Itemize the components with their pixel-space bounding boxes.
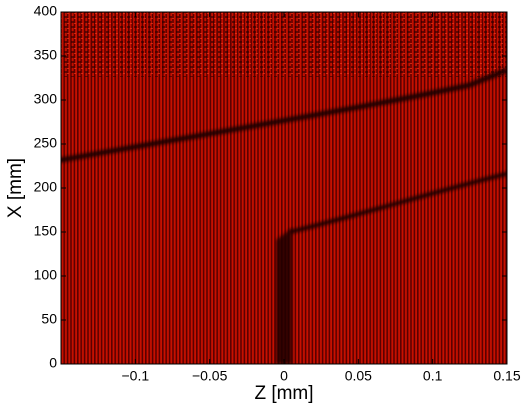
y-tick-label: 0 bbox=[49, 355, 57, 371]
x-tick-label: 0.05 bbox=[345, 368, 372, 384]
dark-front bbox=[289, 171, 507, 234]
y-tick-label: 200 bbox=[34, 179, 58, 195]
y-tick-label: 50 bbox=[41, 311, 57, 327]
y-axis-label: X [mm] bbox=[5, 158, 26, 218]
y-tick-label: 250 bbox=[34, 135, 58, 151]
dark-band bbox=[276, 228, 292, 364]
y-tick-label: 300 bbox=[34, 91, 58, 107]
image bbox=[61, 12, 507, 364]
y-tick-label: 100 bbox=[34, 267, 58, 283]
y-tick-label: 350 bbox=[34, 47, 58, 63]
y-tick-label: 150 bbox=[34, 223, 58, 239]
x-tick-label: 0 bbox=[280, 368, 288, 384]
y-tick-label: 400 bbox=[34, 3, 58, 19]
x-axis-label: Z [mm] bbox=[254, 383, 313, 404]
noise-region bbox=[61, 12, 507, 77]
x-tick-label: −0.1 bbox=[122, 368, 150, 384]
x-tick-label: 0.15 bbox=[493, 368, 520, 384]
x-tick-label: −0.05 bbox=[192, 368, 228, 384]
dark-front bbox=[61, 67, 507, 163]
x-tick-label: 0.1 bbox=[423, 368, 443, 384]
